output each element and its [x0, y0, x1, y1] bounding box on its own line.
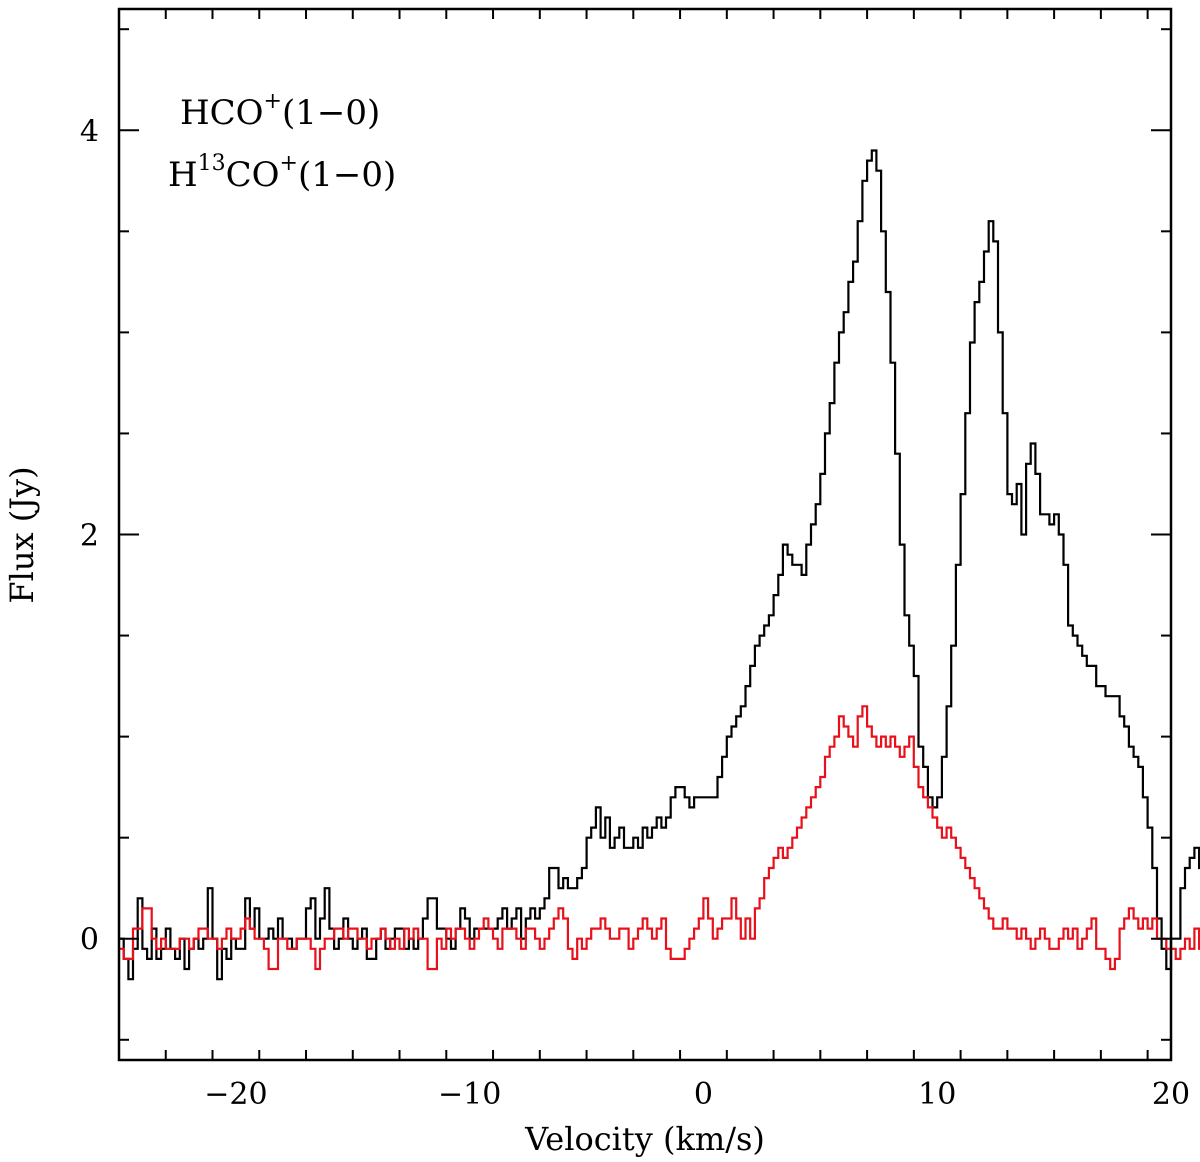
labels-layer: −20 −10 0 10 20 0 2 4 [80, 114, 1190, 1112]
x-axis-label: Velocity (km/s) [524, 1120, 765, 1158]
ticks-layer [118, 9, 1171, 1060]
y-axis-label: Flux (Jy) [3, 466, 41, 603]
legend: HCO+(1−0) H13CO+(1−0) [168, 89, 396, 195]
legend-entry-h13co: H13CO+(1−0) [168, 151, 396, 195]
y-tick-label: 4 [80, 114, 99, 149]
x-tick-label: 0 [694, 1077, 713, 1112]
x-tick-label: −10 [438, 1077, 501, 1112]
x-tick-label: 20 [1152, 1077, 1190, 1112]
series-line-1 [119, 705, 1200, 971]
series-line-0 [119, 149, 1200, 981]
series-layer [119, 149, 1200, 981]
x-tick-label: 10 [918, 1077, 956, 1112]
y-tick-label: 2 [80, 519, 99, 554]
y-tick-label: 0 [80, 923, 99, 958]
legend-entry-hco: HCO+(1−0) [180, 89, 380, 133]
x-tick-label: −20 [204, 1077, 267, 1112]
